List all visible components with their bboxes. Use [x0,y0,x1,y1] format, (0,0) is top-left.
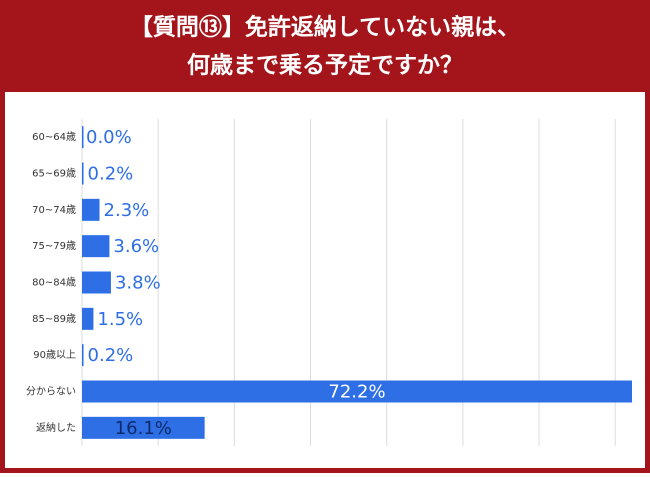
value-label: 0.2% [88,345,134,366]
value-label: 0.0% [86,127,132,148]
chart-title: 何歳まで乗る予定ですか？ [187,52,463,79]
value-label: 1.5% [97,309,143,330]
value-label: 16.1% [115,418,172,439]
bar [82,198,100,221]
bar [82,235,110,258]
panel [5,92,645,468]
y-tick-label: 75~79歳 [32,240,76,252]
y-tick-label: 返納した [36,421,76,434]
bar [82,271,111,294]
y-tick-label: 60~64歳 [32,131,76,143]
y-tick-label: 70~74歳 [32,204,76,216]
y-tick-label: 分からない [26,386,76,398]
value-label: 72.2% [328,382,385,403]
value-label: 3.8% [115,273,161,294]
bar [82,307,94,330]
value-label: 3.6% [113,236,159,257]
y-tick-label: 85~89歳 [32,313,76,325]
bar [82,344,84,367]
bar [82,380,632,403]
bar [82,126,84,149]
bar [82,162,84,185]
value-label: 2.3% [104,200,150,221]
value-label: 0.2% [88,164,134,185]
bar [82,416,205,439]
y-tick-label: 65~69歳 [32,168,76,180]
y-tick-label: 80~84歳 [32,277,76,289]
y-tick-label: 90歳以上 [33,349,76,361]
chart-title: 【質問⑬】免許返納していない親は、 [130,14,520,41]
